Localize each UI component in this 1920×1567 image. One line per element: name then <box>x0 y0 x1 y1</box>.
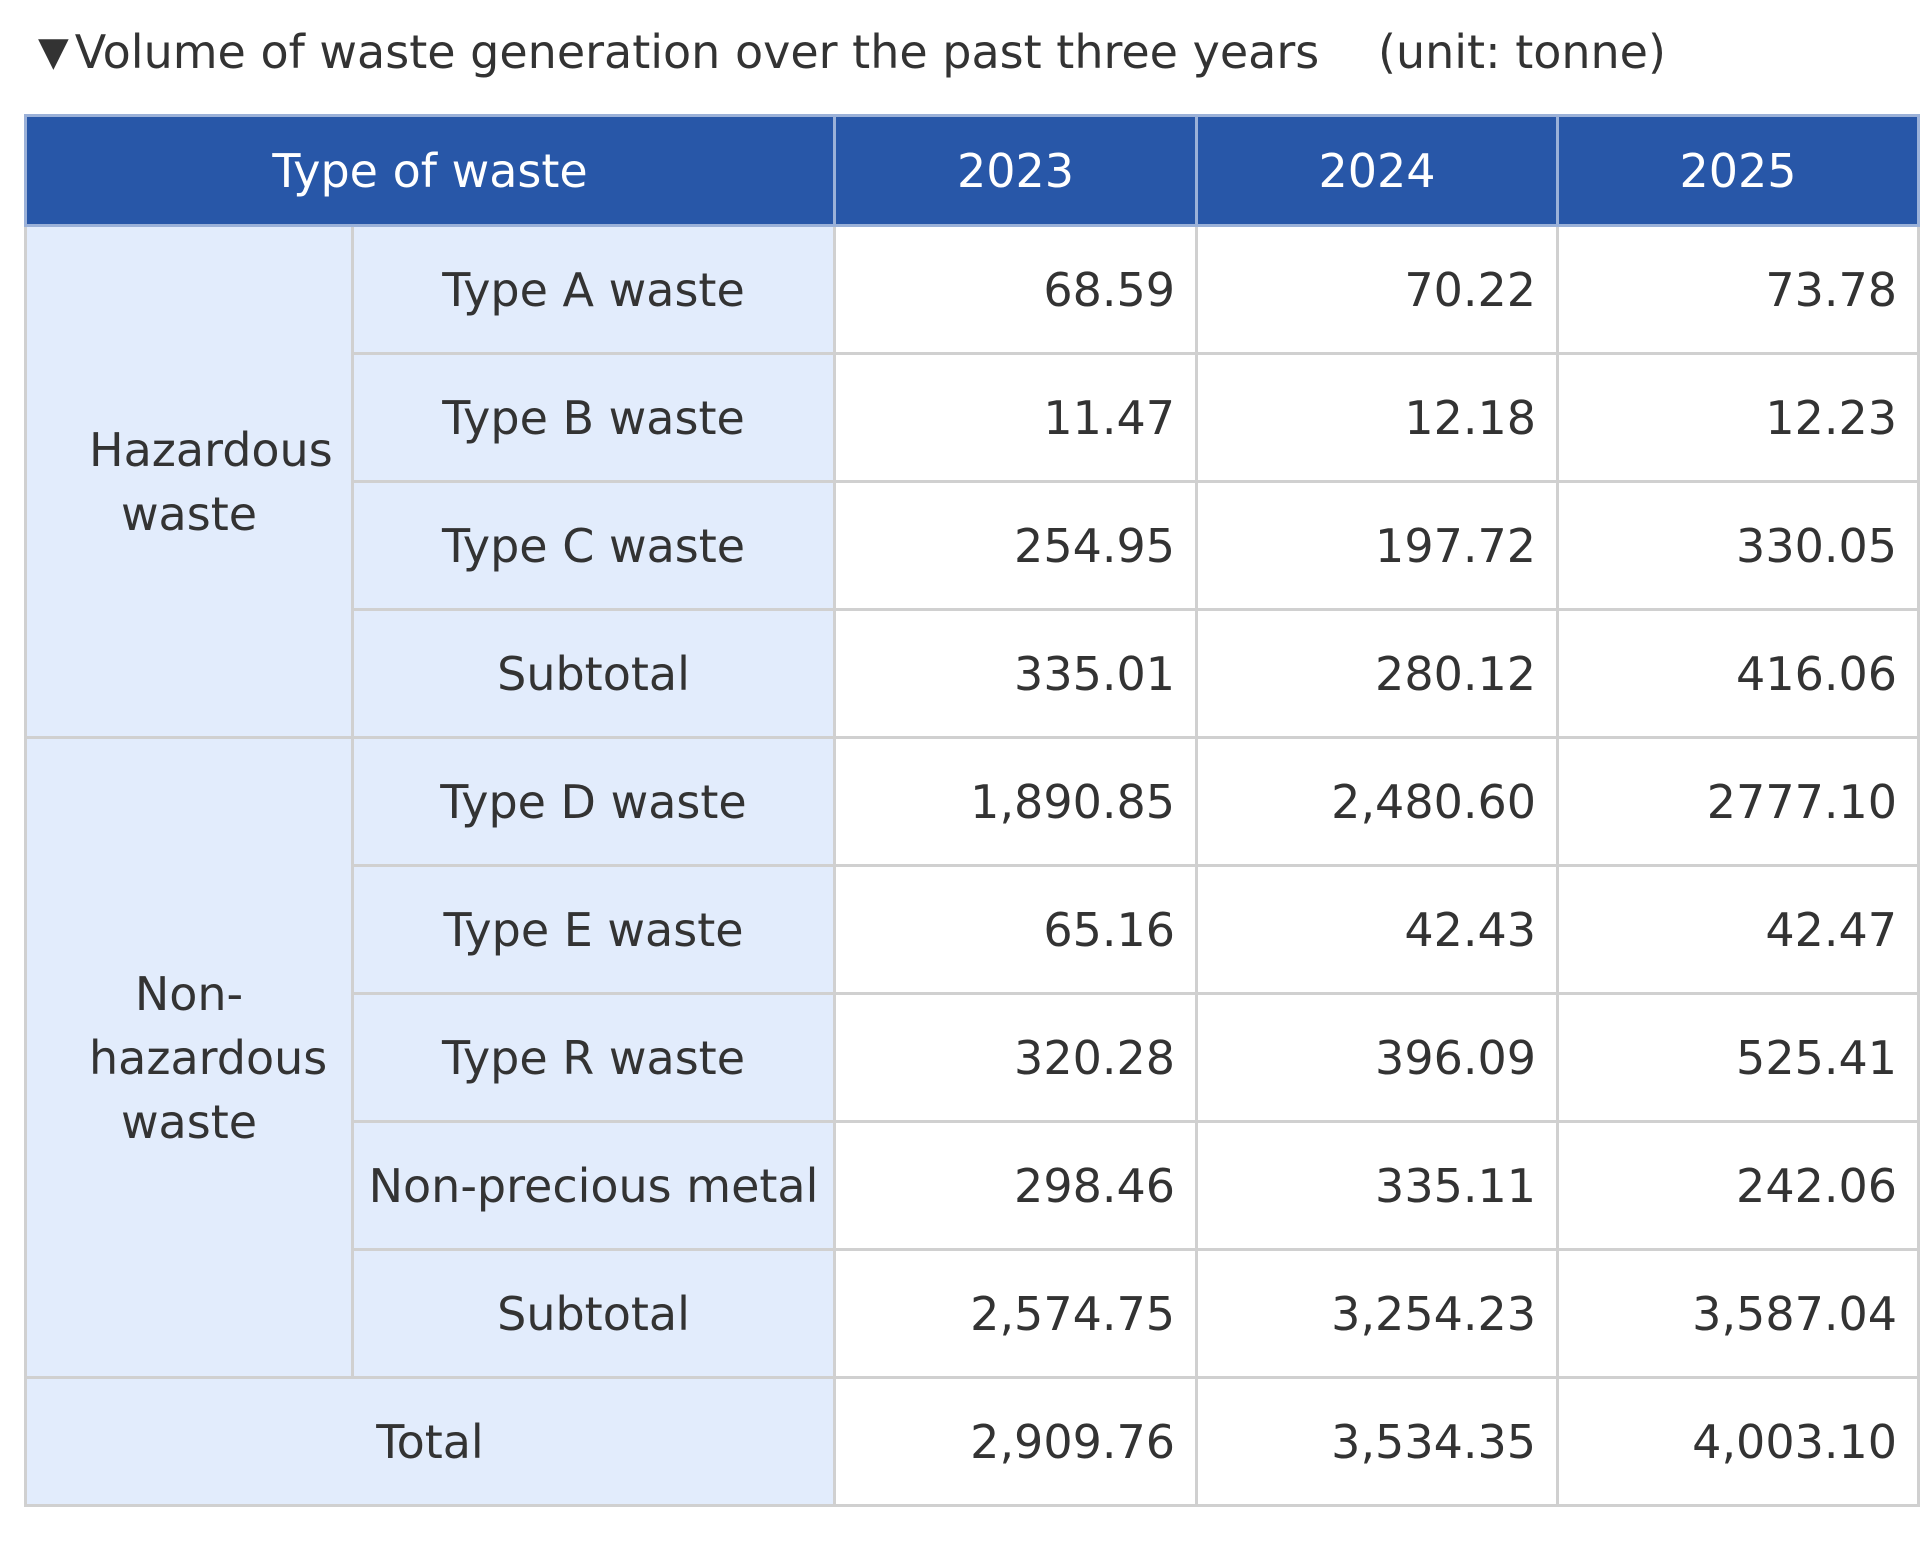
value-cell: 330.05 <box>1556 480 1920 611</box>
value-cell: 73.78 <box>1556 224 1920 355</box>
value-cell: 11.47 <box>833 352 1199 483</box>
value-cell: 12.18 <box>1195 352 1560 483</box>
unit-label: (unit: tonne) <box>1378 25 1666 79</box>
header-year-2023: 2023 <box>833 114 1199 227</box>
total-row: Total 2,909.76 3,534.35 4,003.10 <box>23 1376 1920 1507</box>
value-cell: 68.59 <box>833 224 1199 355</box>
table-row: Non-precious metal 298.46 335.11 242.06 <box>26 1120 1920 1251</box>
subtotal-label: Subtotal <box>350 608 837 739</box>
value-cell: 1,890.85 <box>833 736 1199 867</box>
header-year-2025: 2025 <box>1556 114 1920 227</box>
row-label: Type A waste <box>350 224 837 355</box>
value-cell: 335.11 <box>1195 1120 1560 1251</box>
subtotal-row: Subtotal 335.01 280.12 416.06 <box>26 608 1920 739</box>
row-label: Type D waste <box>350 736 837 867</box>
value-cell: 42.43 <box>1195 864 1560 995</box>
total-value-2025: 4,003.10 <box>1556 1376 1920 1507</box>
value-cell: 525.41 <box>1556 992 1920 1123</box>
subtotal-label: Subtotal <box>350 1248 837 1379</box>
value-cell: 254.95 <box>833 480 1199 611</box>
table-row: Type R waste 320.28 396.09 525.41 <box>26 992 1920 1123</box>
value-cell: 242.06 <box>1556 1120 1920 1251</box>
value-cell: 298.46 <box>833 1120 1199 1251</box>
value-cell: 416.06 <box>1556 608 1920 739</box>
value-cell: 65.16 <box>833 864 1199 995</box>
value-cell: 3,587.04 <box>1556 1248 1920 1379</box>
triangle-down-icon: ▼ <box>38 29 69 75</box>
value-cell: 2777.10 <box>1556 736 1920 867</box>
value-cell: 280.12 <box>1195 608 1560 739</box>
table-row: Hazardous waste Type A waste 68.59 70.22… <box>24 224 1920 739</box>
value-cell: 197.72 <box>1195 480 1560 611</box>
value-cell: 396.09 <box>1195 992 1560 1123</box>
table-title-text: Volume of waste generation over the past… <box>74 25 1320 79</box>
table-row: Type B waste 11.47 12.18 12.23 <box>26 352 1920 483</box>
row-label: Type E waste <box>350 864 837 995</box>
value-cell: 42.47 <box>1556 864 1920 995</box>
category-non-hazardous-waste: Non-hazardous waste <box>24 736 354 1379</box>
header-type-of-waste: Type of waste <box>23 114 837 227</box>
value-cell: 2,574.75 <box>833 1248 1199 1379</box>
subtotal-row: Subtotal 2,574.75 3,254.23 3,587.04 <box>26 1248 1920 1379</box>
category-hazardous-waste: Hazardous waste <box>24 224 354 739</box>
table-row: Type E waste 65.16 42.43 42.47 <box>26 864 1920 995</box>
value-cell: 320.28 <box>833 992 1199 1123</box>
row-label: Type B waste <box>350 352 837 483</box>
header-year-2024: 2024 <box>1195 114 1560 227</box>
row-label: Type C waste <box>350 480 837 611</box>
waste-table: Type of waste 2023 2024 2025 Hazardous w… <box>23 114 1920 1507</box>
value-cell: 335.01 <box>833 608 1199 739</box>
table-title: ▼ Volume of waste generation over the pas… <box>38 22 1898 82</box>
table-row: Type C waste 254.95 197.72 330.05 <box>26 480 1920 611</box>
total-value-2023: 2,909.76 <box>833 1376 1199 1507</box>
row-label: Type R waste <box>350 992 837 1123</box>
header-row: Type of waste 2023 2024 2025 <box>23 114 1920 227</box>
value-cell: 70.22 <box>1195 224 1560 355</box>
value-cell: 2,480.60 <box>1195 736 1560 867</box>
value-cell: 12.23 <box>1556 352 1920 483</box>
total-label: Total <box>23 1376 837 1507</box>
row-label: Non-precious metal <box>350 1120 837 1251</box>
value-cell: 3,254.23 <box>1195 1248 1560 1379</box>
table-row: Non-hazardous waste Type D waste 1,890.8… <box>24 736 1920 1379</box>
total-value-2024: 3,534.35 <box>1195 1376 1560 1507</box>
